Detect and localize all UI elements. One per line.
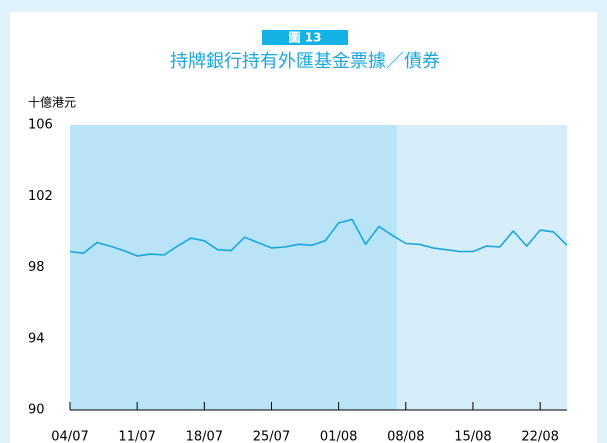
x-tick-label: 22/08 [521, 430, 558, 443]
y-tick-label: 106 [28, 118, 53, 133]
y-tick-label: 102 [28, 189, 53, 204]
x-tick-label: 08/08 [387, 430, 424, 443]
x-tick-label: 04/07 [51, 430, 88, 443]
y-tick-label: 94 [28, 331, 45, 346]
x-tick-label: 11/07 [118, 430, 155, 443]
chart-title: 持牌銀行持有外匯基金票據／債券 [170, 51, 440, 72]
y-axis-label: 十億港元 [28, 96, 76, 110]
y-tick-label: 90 [28, 403, 45, 418]
x-tick-label: 25/07 [253, 430, 290, 443]
shade-light [397, 125, 567, 410]
x-tick-label: 18/07 [186, 430, 223, 443]
badge-box [262, 30, 348, 45]
badge: 圖 13 [289, 31, 322, 45]
x-tick-label: 15/08 [454, 430, 491, 443]
x-tick-label: 01/08 [320, 430, 357, 443]
shade-dark [70, 125, 397, 410]
y-tick-label: 98 [28, 260, 45, 275]
line-series [69, 218, 568, 257]
